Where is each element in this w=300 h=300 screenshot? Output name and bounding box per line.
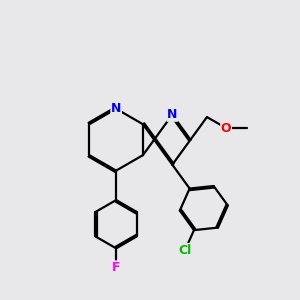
Text: N: N [111, 102, 121, 115]
Text: O: O [221, 122, 231, 134]
Text: N: N [167, 108, 178, 121]
Text: F: F [112, 261, 120, 274]
Text: Cl: Cl [178, 244, 192, 256]
